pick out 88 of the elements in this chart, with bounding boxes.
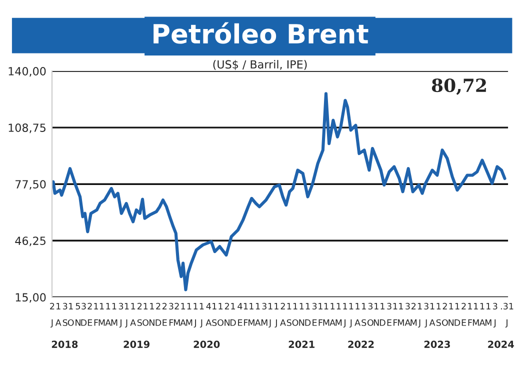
x-tick-label: 2 E <box>462 302 466 326</box>
x-tick-label: 2 J <box>50 302 54 328</box>
annotation: 80,72 <box>432 78 486 95</box>
x-tick-label: 2 M <box>174 302 180 326</box>
x-tick-label: 1 F <box>94 302 98 326</box>
x-tick-label: 3 J <box>118 302 124 328</box>
x-tick-label: 1 A <box>479 302 486 326</box>
x-tick-label: 1 D <box>230 302 236 326</box>
x-tick-label: 3 J <box>424 302 428 328</box>
x-tick-label: 1 D <box>305 302 311 326</box>
chart-title: Petróleo Brent <box>154 22 368 44</box>
x2-tick-label: 2022 <box>348 340 374 348</box>
x-tick-label: 1 S <box>212 302 217 326</box>
x-tick-label: 1 A <box>330 302 336 326</box>
y-tick-label: 15,00 <box>16 293 46 303</box>
x-tick-label: 1 M <box>336 302 342 326</box>
x-tick-label: 1 O <box>218 302 224 326</box>
x-tick-label: 3 E <box>312 302 317 326</box>
x-tick-label: 2 M <box>410 302 417 326</box>
x-tick-label: .31 J <box>500 302 514 328</box>
y-tick-label: 77,50 <box>16 180 46 190</box>
x-tick-label: 1 S <box>436 302 441 326</box>
x-tick-label: 1 N <box>374 302 379 326</box>
x2-tick-label: 2021 <box>288 340 314 348</box>
x-tick-label: 1 J <box>194 302 198 328</box>
x-tick-label: 3 J <box>493 302 498 328</box>
x-tick-label: 1 A <box>354 302 360 326</box>
x-tick-label: 3 S <box>62 302 68 326</box>
x-tick-label: 2 E <box>88 302 92 326</box>
x-tick-label: 1 A <box>180 302 186 326</box>
x-tick-label: 1 O <box>142 302 149 326</box>
x-tick-label: 1 M <box>186 302 192 326</box>
x-tick-label: 1 A <box>254 302 261 326</box>
x-tick-label: 2 A <box>280 302 286 326</box>
x-tick-label: 3 F <box>169 302 174 326</box>
x-tick-label: 1 A <box>105 302 112 326</box>
y-tick-label: 46,25 <box>15 236 46 246</box>
x-tick-label: 1 M <box>248 302 254 326</box>
x-tick-label: 1 S <box>362 302 366 326</box>
x-tick-label: 1 S <box>286 302 292 326</box>
x-tick-label: 1 O <box>68 302 74 326</box>
x-tick-label: 1 J <box>418 302 422 328</box>
x2-tick-label: 2023 <box>424 340 450 348</box>
x-tick-label: 1 J <box>200 302 204 328</box>
x-tick-label: 3 M <box>261 302 268 326</box>
x-tick-label: 1 N <box>150 302 154 326</box>
x-tick-label: 2 E <box>162 302 167 326</box>
x-tick-label: 1 F <box>318 302 322 326</box>
x-tick-label: 1 J <box>268 302 272 328</box>
x-tick-label: 1 M <box>111 302 118 326</box>
chart-subtitle: (US$ / Barril, IPE) <box>213 60 307 70</box>
x2-tick-label: 2020 <box>194 340 220 348</box>
x-tick-label: 1 J <box>343 302 348 328</box>
x-tick-label: 4 A <box>206 302 212 326</box>
x-tick-label: 1 A <box>55 302 62 326</box>
x-tick-label: 3 D <box>81 302 87 326</box>
x-tick-label: 2 O <box>442 302 448 326</box>
x-tick-label: 1 F <box>468 302 472 326</box>
x-tick-label: 1 N <box>448 302 454 326</box>
x2-tick-label: 2019 <box>124 340 150 348</box>
x-tick-label: 1 M <box>485 302 492 326</box>
x-tick-label: 3 E <box>387 302 392 326</box>
x-tick-label: 1 D <box>380 302 386 326</box>
x-tick-label: 1 M <box>472 302 479 326</box>
x-tick-label: 3 O <box>367 302 374 326</box>
x-tick-label: 1 A <box>429 302 436 326</box>
x-tick-label: 1 J <box>274 302 278 328</box>
x-tick-label: 1 F <box>244 302 248 326</box>
x-tick-label: 2 D <box>156 302 162 326</box>
x-tick-label: 1 F <box>393 302 398 326</box>
y-tick-label: 108,75 <box>8 124 46 134</box>
y-tick-label: 140,00 <box>8 67 46 77</box>
x-tick-label: 1 M <box>323 302 330 326</box>
x-tick-label: 2 S <box>137 302 142 326</box>
x-tick-label: 1 M <box>98 302 105 326</box>
x-tick-label: 1 J <box>349 302 354 328</box>
x-tick-label: 5 N <box>76 302 80 326</box>
x-tick-label: 4 E <box>238 302 242 326</box>
x-tick-label: 1 N <box>299 302 304 326</box>
x-tick-label: 1 M <box>398 302 404 326</box>
x-tick-label: 1 A <box>130 302 136 326</box>
x-tick-label: 1 D <box>454 302 460 326</box>
x-tick-label: 1 O <box>292 302 298 326</box>
x2-tick-label: 2024 <box>488 340 514 348</box>
x2-tick-label: 2018 <box>52 340 78 348</box>
x-tick-label: 2 N <box>224 302 230 326</box>
x-tick-label: 3 A <box>404 302 411 326</box>
x-tick-label: 1 J <box>124 302 129 328</box>
